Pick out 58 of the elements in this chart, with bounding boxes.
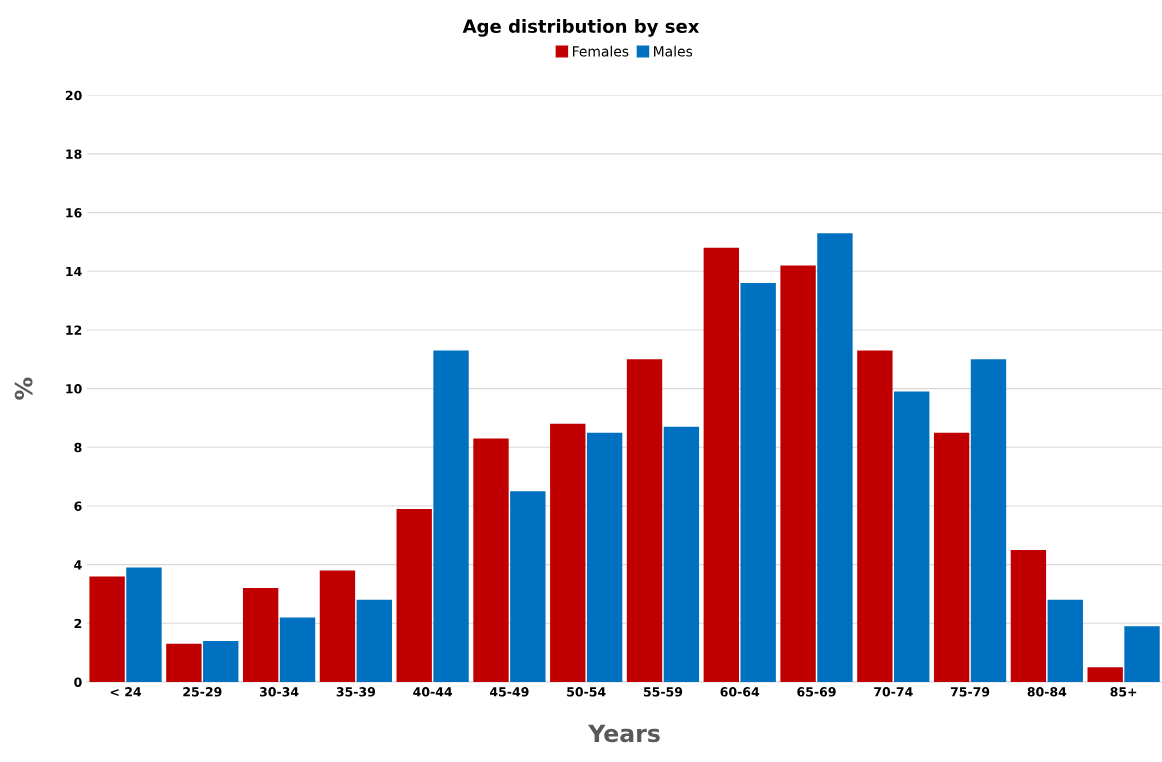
y-axis-title: %: [14, 377, 33, 400]
y-tick-label: 6: [74, 501, 82, 511]
bar: [1124, 626, 1160, 682]
x-tick-label: 80-84: [1027, 687, 1067, 697]
bar: [626, 359, 663, 682]
x-tick-label: 45-49: [489, 687, 529, 697]
y-tick-label: 14: [66, 266, 82, 277]
bar: [279, 617, 316, 682]
legend-label: Males: [654, 45, 693, 57]
bar: [970, 359, 1007, 682]
x-tick-label: 40-44: [413, 687, 453, 697]
bar: [166, 643, 202, 682]
legend-label: Females: [572, 45, 629, 57]
x-tick-label: 30-34: [259, 687, 299, 697]
bar: [396, 508, 432, 682]
x-tick-label: 50-54: [567, 687, 606, 697]
bar: [663, 426, 700, 682]
bar: [586, 432, 623, 682]
bar: [933, 432, 970, 682]
bar: [703, 247, 739, 682]
bar: [894, 391, 930, 682]
bar: [740, 283, 776, 682]
bar: [857, 350, 893, 682]
y-tick-label: 2: [74, 618, 82, 629]
bar: [780, 265, 816, 682]
x-tick-label: 35-39: [336, 687, 376, 697]
y-tick-label: 20: [65, 90, 82, 101]
y-tick-label: 16: [66, 208, 82, 218]
x-tick-label: 70-74: [874, 687, 913, 697]
x-tick-label: < 24: [110, 687, 142, 697]
bar: [473, 438, 509, 682]
bar: [433, 350, 469, 682]
bar: [319, 570, 356, 682]
bar: [1047, 599, 1083, 682]
x-tick-label: 25-29: [183, 687, 222, 697]
bar: [817, 233, 853, 682]
x-tick-label: 85+: [1110, 687, 1137, 697]
bar: [356, 599, 392, 682]
bar: [1087, 667, 1123, 682]
y-tick-label: 8: [74, 442, 82, 453]
bar: [1010, 549, 1047, 682]
bar: [126, 567, 162, 682]
bar: [550, 423, 586, 682]
x-tick-label: 65-69: [797, 687, 836, 697]
bar: [510, 491, 546, 682]
y-tick-label: 10: [66, 384, 82, 394]
bar: [203, 640, 239, 682]
x-tick-label: 60-64: [720, 687, 760, 697]
chart-title: Age distribution by sex: [462, 19, 700, 37]
x-axis-title: Years: [588, 724, 660, 743]
bar: [242, 588, 279, 682]
y-tick-label: 0: [74, 677, 82, 687]
x-tick-label: 55-59: [643, 687, 683, 697]
bar: [89, 576, 125, 682]
y-tick-label: 18: [66, 149, 82, 159]
y-tick-label: 4: [74, 560, 82, 570]
y-tick-label: 12: [66, 325, 82, 335]
x-tick-label: 75-79: [950, 687, 990, 697]
